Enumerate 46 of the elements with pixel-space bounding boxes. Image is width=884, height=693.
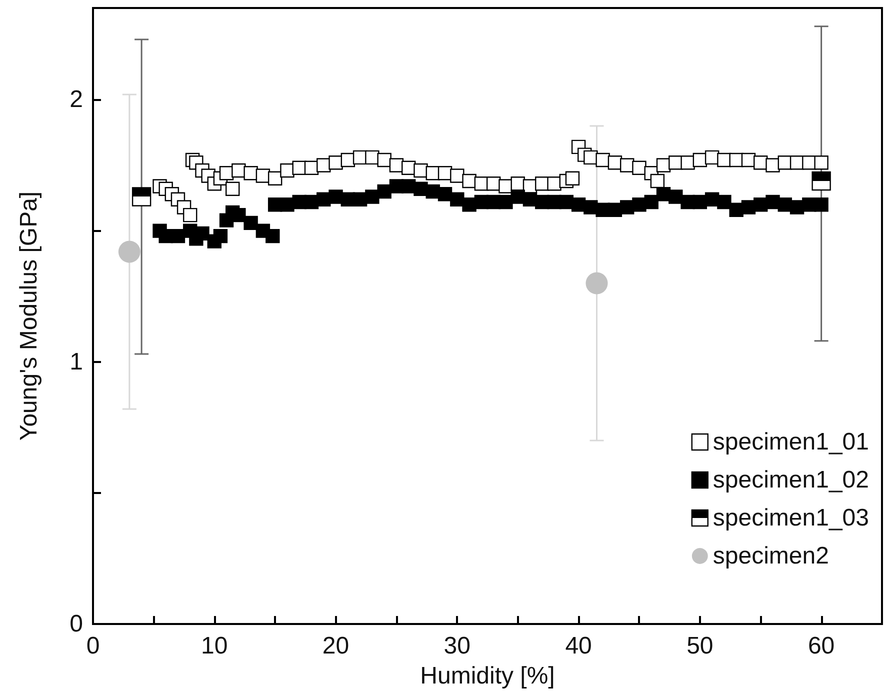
point: [644, 194, 658, 210]
x-axis-title: Humidity [%]: [420, 662, 555, 690]
point: [498, 194, 513, 210]
point: [812, 171, 831, 191]
x-tick-label: 60: [808, 632, 835, 660]
x-tick-label: 0: [86, 632, 100, 660]
point: [462, 197, 476, 212]
point: [510, 190, 525, 204]
legend-label: specimen2: [712, 542, 829, 570]
y-axis-title: Young's Modulus [GPa]: [16, 191, 42, 441]
legend-label: specimen1_02: [712, 466, 870, 494]
x-tick-label: 30: [444, 632, 471, 660]
legend-label: specimen1_03: [712, 504, 870, 532]
point: [668, 190, 683, 204]
point: [402, 179, 416, 194]
point: [717, 194, 732, 210]
point: [244, 216, 258, 230]
point: [814, 197, 828, 212]
point: [195, 226, 210, 241]
point: [586, 272, 608, 294]
x-tick-label: 20: [322, 632, 350, 660]
point: [213, 228, 228, 244]
point: [280, 197, 294, 212]
x-tick-label: 10: [201, 632, 228, 660]
point: [266, 228, 280, 244]
point: [766, 194, 780, 210]
point: [377, 184, 392, 199]
x-tick-label: 40: [565, 632, 592, 660]
y-tick-label: 1: [70, 348, 83, 376]
point: [232, 208, 246, 222]
point: [632, 197, 646, 212]
y-tick-label: 0: [70, 610, 83, 638]
point: [584, 200, 598, 214]
y-tick-label: 2: [70, 86, 83, 114]
point: [729, 202, 744, 217]
point: [790, 200, 804, 214]
point: [118, 240, 140, 263]
point: [365, 190, 380, 204]
point: [620, 200, 634, 214]
point: [414, 182, 428, 196]
legend-label: specimen1_01: [712, 428, 870, 456]
point: [741, 200, 756, 214]
x-tick-label: 50: [686, 632, 714, 660]
point: [132, 187, 152, 206]
point: [328, 190, 343, 204]
point: [450, 192, 464, 206]
